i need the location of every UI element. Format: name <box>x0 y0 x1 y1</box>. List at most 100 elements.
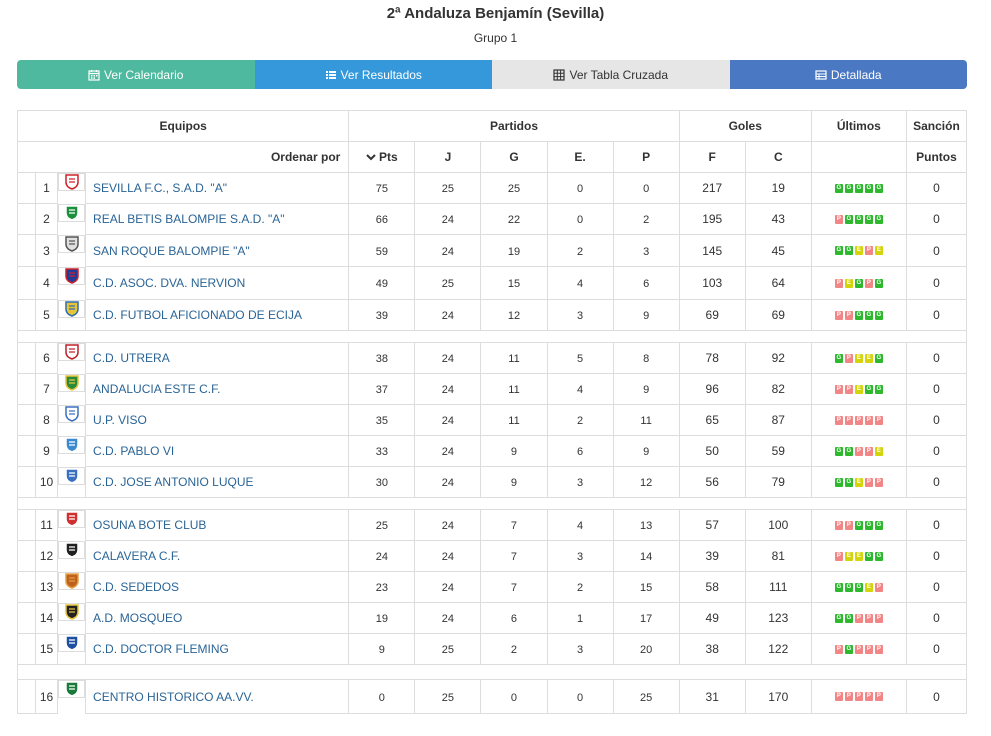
team-shield-icon <box>64 634 79 651</box>
p-header[interactable]: P <box>612 141 680 173</box>
position-cell: 6 <box>35 342 59 374</box>
team-link-text[interactable]: SAN ROQUE BALOMPIE "A" <box>93 243 250 258</box>
p-cell-text: 2 <box>643 214 650 226</box>
result-chip: P <box>834 551 843 561</box>
group-separator <box>17 330 967 343</box>
e-cell: 0 <box>546 203 614 235</box>
team-link[interactable]: C.D. FUTBOL AFICIONADO DE ECIJA <box>85 299 350 331</box>
result-chip: P <box>864 246 873 255</box>
page-title: 2ª Andaluza Benjamín (Sevilla) <box>386 5 605 22</box>
shield-cell <box>58 540 86 559</box>
team-link-text[interactable]: C.D. PABLO VI <box>93 444 175 458</box>
c-cell-text: 82 <box>771 382 785 396</box>
j-cell-text: 24 <box>441 310 455 322</box>
team-link[interactable]: C.D. JOSE ANTONIO LUQUE <box>85 466 350 498</box>
team-link[interactable]: C.D. SEDEDOS <box>85 571 350 603</box>
detallada-button[interactable]: Detallada <box>729 60 967 89</box>
ver-calendario-button[interactable]: Ver Calendario <box>17 60 255 89</box>
row-marker <box>16 602 37 634</box>
team-link[interactable]: U.P. VISO <box>85 404 350 436</box>
team-link-text[interactable]: U.P. VISO <box>93 413 147 427</box>
team-link-text[interactable]: CENTRO HISTORICO AA.VV. <box>93 689 254 704</box>
g-header[interactable]: G <box>480 141 548 173</box>
row-marker <box>16 540 37 572</box>
j-header[interactable]: J <box>414 141 482 173</box>
result-chip: P <box>834 520 843 530</box>
result-chip: P <box>844 310 853 320</box>
team-link[interactable]: CENTRO HISTORICO AA.VV. <box>85 679 350 714</box>
result-chip: P <box>834 278 843 288</box>
c-cell: 82 <box>744 373 812 405</box>
g-cell: 0 <box>480 679 548 714</box>
result-chip: G <box>874 214 883 224</box>
team-link[interactable]: SEVILLA F.C., S.A.D. "A" <box>85 172 350 204</box>
team-link-text[interactable]: C.D. UTRERA <box>93 351 170 365</box>
e-cell: 3 <box>546 540 614 572</box>
c-cell-text: 69 <box>771 308 785 322</box>
c-cell: 45 <box>744 234 812 267</box>
c-cell: 100 <box>744 509 812 541</box>
team-link[interactable]: SAN ROQUE BALOMPIE "A" <box>85 234 350 267</box>
e-header[interactable]: E. <box>546 141 614 173</box>
result-chip: P <box>864 415 873 425</box>
team-link-text[interactable]: C.D. FUTBOL AFICIONADO DE ECIJA <box>93 308 302 322</box>
team-link-text[interactable]: C.D. ASOC. DVA. NERVION <box>93 276 246 290</box>
j-cell-text: 25 <box>441 644 455 656</box>
team-link-text[interactable]: OSUNA BOTE CLUB <box>93 518 207 532</box>
position-cell-text: 13 <box>39 580 54 594</box>
result-chip: E <box>874 246 883 255</box>
team-link[interactable]: C.D. UTRERA <box>85 342 350 374</box>
team-link-text[interactable]: C.D. DOCTOR FLEMING <box>93 642 229 656</box>
team-shield-icon <box>64 300 79 317</box>
f-header[interactable]: F <box>678 141 746 173</box>
team-link[interactable]: OSUNA BOTE CLUB <box>85 509 350 541</box>
team-link[interactable]: C.D. DOCTOR FLEMING <box>85 633 350 665</box>
team-link[interactable]: ANDALUCIA ESTE C.F. <box>85 373 350 405</box>
e-cell-text: 3 <box>576 644 584 656</box>
c-header[interactable]: C <box>744 141 812 173</box>
p-cell: 9 <box>612 435 680 467</box>
team-link[interactable]: REAL BETIS BALOMPIE S.A.D. "A" <box>85 203 350 235</box>
result-chip: G <box>874 551 883 561</box>
c-cell-text: 100 <box>768 518 789 532</box>
team-link-text[interactable]: C.D. JOSE ANTONIO LUQUE <box>93 475 254 489</box>
result-chip: P <box>844 692 853 701</box>
ver-resultados-button[interactable]: Ver Resultados <box>254 60 492 89</box>
team-link-text[interactable]: ANDALUCIA ESTE C.F. <box>93 382 221 396</box>
g-cell-text: 25 <box>507 183 521 195</box>
p-cell: 14 <box>612 540 680 572</box>
team-link[interactable]: A.D. MOSQUEO <box>85 602 350 634</box>
team-link[interactable]: C.D. PABLO VI <box>85 435 350 467</box>
team-link-text[interactable]: C.D. SEDEDOS <box>93 580 180 594</box>
e-cell-text: 6 <box>576 446 584 458</box>
sancion-cell: 0 <box>905 509 968 541</box>
pts-cell-text: 37 <box>375 384 388 396</box>
e-cell: 2 <box>546 234 614 267</box>
team-link-text[interactable]: CALAVERA C.F. <box>93 549 181 563</box>
p-cell-text: 9 <box>643 446 650 458</box>
f-cell-text: 58 <box>705 580 719 594</box>
f-cell: 56 <box>678 466 746 498</box>
team-link[interactable]: CALAVERA C.F. <box>85 540 350 572</box>
sancion-cell: 0 <box>905 234 968 267</box>
team-link-text[interactable]: REAL BETIS BALOMPIE S.A.D. "A" <box>93 212 285 226</box>
team-link[interactable]: C.D. ASOC. DVA. NERVION <box>85 266 350 300</box>
c-cell: 170 <box>744 679 812 714</box>
result-chip: G <box>834 183 843 193</box>
team-link-text[interactable]: SEVILLA F.C., S.A.D. "A" <box>93 181 227 195</box>
sancion-cell: 0 <box>905 466 968 498</box>
team-link-text[interactable]: A.D. MOSQUEO <box>93 611 183 625</box>
position-cell: 1 <box>35 172 59 204</box>
sort-pts-header[interactable]: Pts <box>348 141 416 173</box>
table-row: 15 C.D. DOCTOR FLEMING 9 25 2 3 20 38 122 P G P P P 0 <box>16 633 968 665</box>
ver-tabla-cruzada-button[interactable]: Ver Tabla Cruzada <box>492 60 730 89</box>
f-cell-text: 56 <box>705 475 719 489</box>
ver-calendario-label: Ver Calendario <box>104 67 184 82</box>
j-cell: 25 <box>414 633 482 665</box>
sancion-cell-text: 0 <box>933 181 940 195</box>
